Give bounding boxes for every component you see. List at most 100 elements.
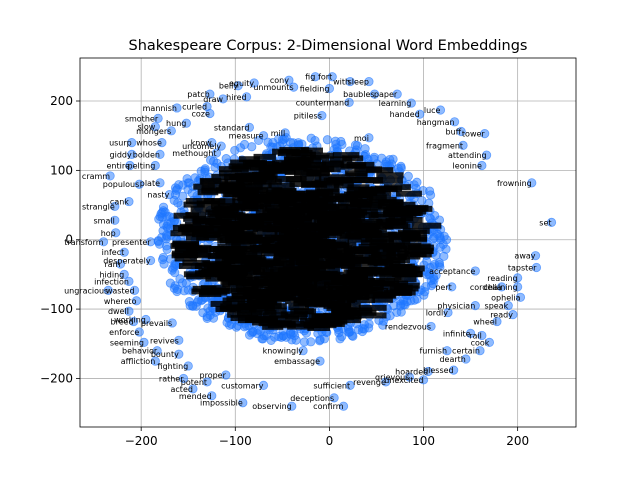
cluster-label-mass — [203, 232, 232, 239]
word-label: embassage — [274, 357, 320, 366]
word-label: sleep — [348, 78, 369, 87]
cluster-point — [170, 183, 181, 193]
cluster-point — [426, 190, 436, 200]
word-label: observing — [252, 402, 291, 411]
word-label: measure — [229, 132, 264, 141]
word-label: patch — [187, 90, 210, 99]
word-label: small — [94, 216, 115, 225]
cluster-label-mass — [266, 189, 294, 196]
cluster-label-mass — [340, 226, 364, 233]
cluster-point — [322, 135, 333, 145]
word-label: curled — [182, 103, 207, 112]
data-point — [216, 141, 226, 151]
data-point — [345, 76, 355, 87]
cluster-label-mass — [296, 233, 321, 240]
cluster-label-mass — [301, 201, 329, 208]
data-point — [233, 81, 243, 91]
cluster-label-mass — [282, 251, 308, 258]
cluster-point — [299, 337, 309, 347]
cluster-label-mass — [229, 225, 258, 232]
cluster-label-mass — [321, 160, 344, 167]
cluster-label-mass — [365, 190, 392, 197]
data-point — [289, 82, 299, 92]
word-label: whereto — [104, 297, 137, 306]
cluster-label-mass — [301, 154, 330, 161]
cluster-label-mass — [272, 218, 294, 225]
cluster-label-mass — [346, 297, 376, 304]
data-point — [111, 228, 121, 238]
word-label: mill — [271, 129, 285, 138]
word-label: hung — [166, 119, 186, 128]
cluster-label-mass — [366, 194, 387, 201]
cluster-label-mass — [227, 311, 252, 318]
cluster-point — [153, 237, 163, 247]
cluster-label-mass — [306, 170, 329, 177]
cluster-point — [202, 311, 212, 322]
word-label: paper — [374, 90, 398, 99]
data-point — [150, 356, 160, 366]
data-point — [152, 346, 162, 356]
data-point — [110, 215, 120, 225]
word-label: hired — [226, 93, 246, 102]
cluster-label-mass — [356, 199, 385, 206]
word-label: giddy — [110, 150, 132, 159]
x-tick-label: 100 — [412, 434, 435, 448]
data-point — [392, 89, 402, 99]
cluster-label-mass — [268, 182, 295, 189]
word-label: working — [114, 315, 146, 324]
word-label: affliction — [121, 357, 156, 366]
word-label: fighting — [158, 362, 189, 371]
cluster-label-mass — [333, 182, 354, 189]
word-label: proper — [200, 371, 227, 380]
data-point — [461, 354, 471, 364]
cluster-label-mass — [288, 304, 309, 311]
data-point — [345, 380, 355, 390]
data-point — [442, 346, 452, 356]
data-point — [475, 346, 485, 356]
data-point — [465, 328, 476, 338]
word-label: buff — [446, 128, 462, 137]
data-point — [115, 259, 126, 269]
plot-area-frame — [79, 57, 577, 428]
cluster-label-mass — [236, 190, 259, 197]
word-label: frowning — [497, 179, 532, 188]
cluster-point — [183, 285, 193, 295]
cluster-label-mass — [280, 237, 303, 244]
data-point — [426, 321, 436, 332]
cluster-label-mass — [386, 254, 407, 261]
data-point — [155, 149, 165, 160]
cluster-label-mass — [172, 241, 199, 248]
cluster-label-mass — [170, 230, 196, 237]
cluster-label-mass — [174, 245, 203, 252]
cluster-label-mass — [229, 276, 259, 283]
cluster-label-mass — [277, 163, 304, 170]
cluster-label-mass — [174, 255, 197, 262]
cluster-label-mass — [174, 252, 199, 259]
cluster-label-mass — [388, 237, 411, 244]
data-point — [150, 122, 160, 132]
cluster-point — [177, 278, 187, 288]
cluster-label-mass — [258, 194, 286, 201]
word-label: mended — [179, 392, 212, 401]
y-tick-label: 200 — [50, 94, 73, 108]
word-label: lordly — [426, 309, 449, 318]
cluster-label-mass — [261, 303, 287, 310]
cluster-label-mass — [186, 234, 209, 241]
cluster-label-mass — [351, 272, 374, 279]
cluster-label-mass — [372, 291, 396, 298]
cluster-point — [421, 282, 431, 292]
data-points — [98, 72, 557, 411]
cluster-label-mass — [372, 296, 393, 303]
cluster-label-mass — [311, 313, 337, 320]
cluster-label-mass — [300, 175, 322, 182]
cluster-label-mass — [369, 204, 395, 211]
cluster-label-mass — [316, 292, 342, 299]
cluster-label-mass — [317, 250, 343, 257]
cluster-label-mass — [338, 220, 363, 227]
cluster-label-mass — [238, 214, 267, 221]
cluster-label-mass — [291, 149, 313, 156]
cluster-point — [332, 143, 342, 153]
cluster-label-mass — [368, 213, 395, 220]
word-label: strangle — [82, 202, 115, 211]
data-point — [284, 75, 294, 85]
